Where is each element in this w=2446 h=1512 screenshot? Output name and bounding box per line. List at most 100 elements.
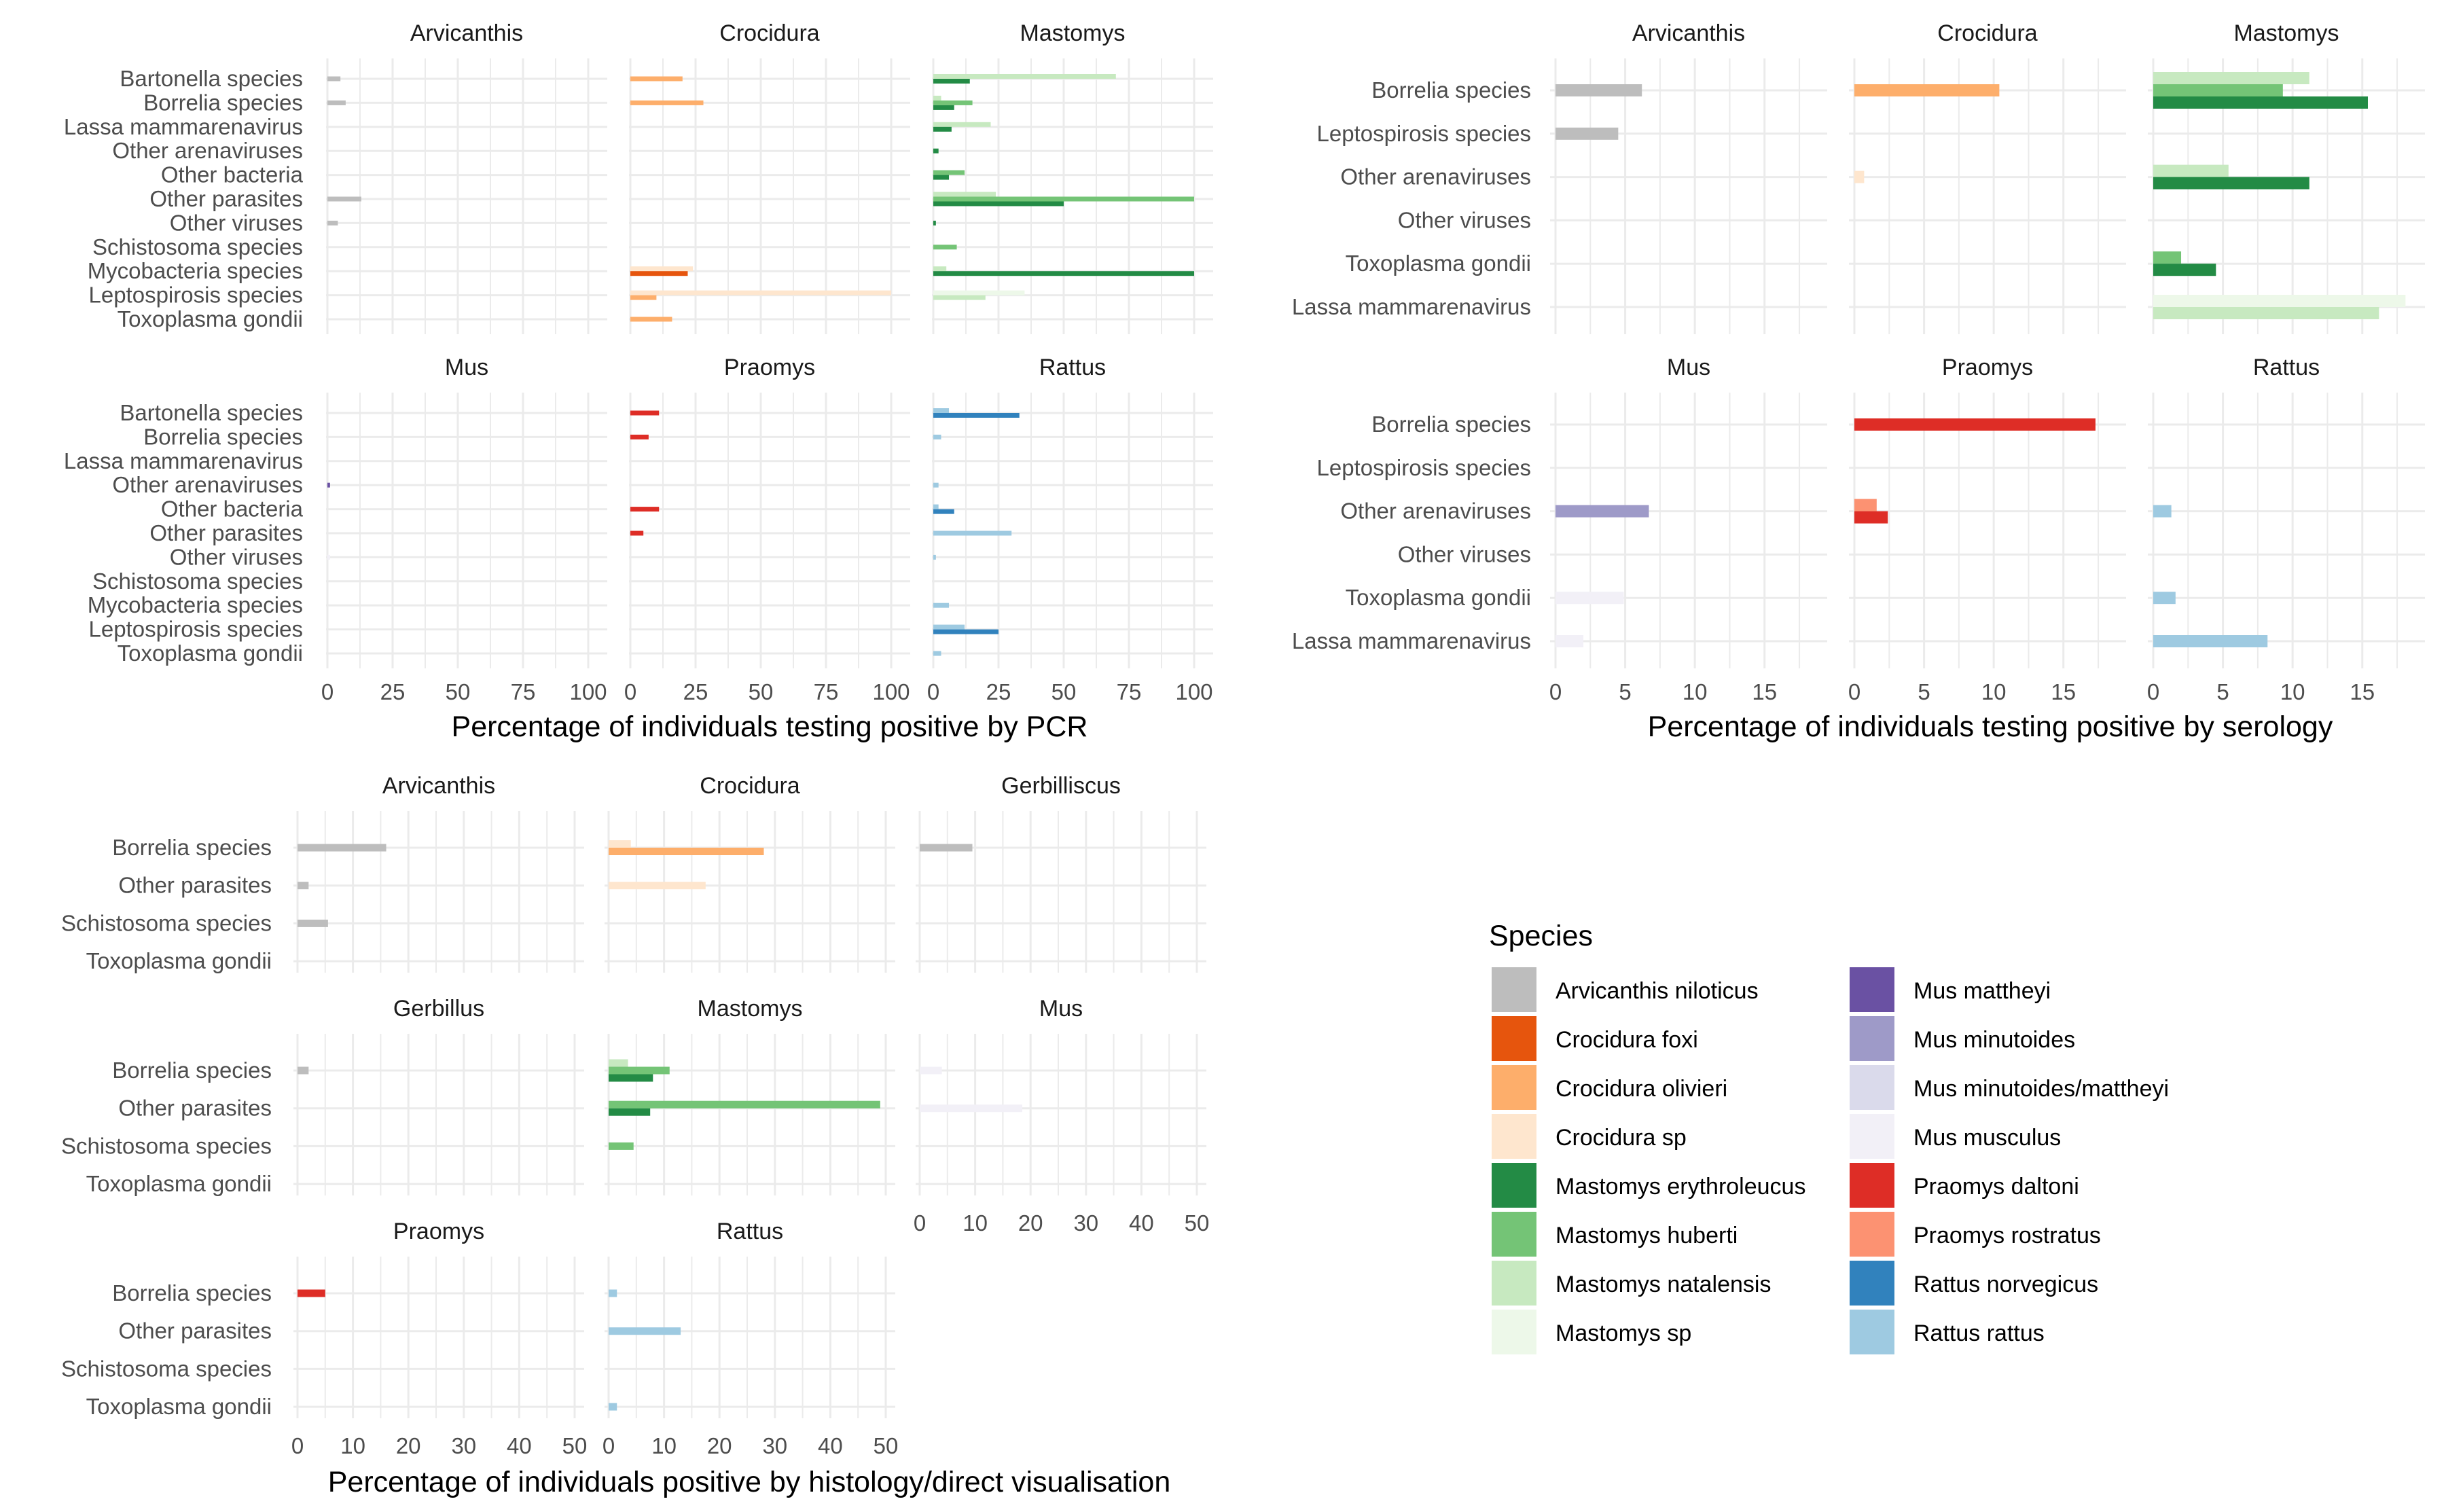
x-tick-label: 15 — [1752, 679, 1777, 704]
y-tick-label: Leptospirosis species — [89, 617, 304, 642]
bar — [327, 554, 330, 560]
y-tick-label: Bartonella species — [120, 66, 303, 91]
bar — [298, 1066, 309, 1075]
legend-item: Rattus norvegicus — [1850, 1261, 2098, 1306]
bar — [933, 554, 936, 560]
panel-strip-label: Gerbillus — [393, 996, 484, 1022]
bar — [609, 1142, 634, 1150]
x-tick-label: 30 — [762, 1433, 787, 1458]
bar — [298, 919, 328, 927]
y-tick-label: Leptospirosis species — [1317, 455, 1532, 480]
legend-swatch — [1492, 1261, 1536, 1306]
panel-mastomys: Mastomys — [2148, 20, 2425, 334]
y-tick-label: Other viruses — [1398, 541, 1531, 566]
y-tick-label: Other parasites — [118, 873, 272, 898]
x-tick-label: 100 — [569, 679, 607, 704]
panel-strip-label: Praomys — [724, 355, 815, 380]
bar — [2153, 264, 2216, 276]
bar — [630, 410, 660, 416]
legend-item: Mastomys natalensis — [1492, 1261, 1771, 1306]
bar — [327, 196, 361, 202]
panel-strip-label: Arvicanthis — [382, 773, 495, 799]
panel-arvicanthis: Arvicanthis Borrelia species Leptospirosis… — [1292, 20, 1827, 334]
bar — [1555, 635, 1584, 647]
x-tick-label: 25 — [683, 679, 708, 704]
bar — [630, 290, 891, 295]
bar — [327, 100, 346, 105]
legend-label: Crocidura olivieri — [1555, 1076, 1727, 1102]
x-tick-label: 0 — [602, 1433, 615, 1458]
x-tick-label: 100 — [872, 679, 910, 704]
bar — [1854, 84, 2000, 96]
x-axis-title: Percentage of individuals testing positi… — [452, 710, 1088, 743]
panel-strip-label: Crocidura — [700, 773, 799, 799]
bar — [2153, 84, 2283, 96]
bar — [933, 105, 954, 110]
y-tick-label: Other arenaviruses — [112, 472, 303, 497]
bar — [1555, 84, 1642, 96]
legend-item: Arvicanthis niloticus — [1492, 967, 1759, 1012]
bar — [933, 509, 954, 514]
y-tick-label: Other arenaviruses — [1340, 164, 1531, 190]
x-tick-label: 50 — [1185, 1210, 1210, 1236]
legend-item: Crocidura olivieri — [1492, 1065, 1727, 1110]
x-tick-label: 10 — [963, 1210, 988, 1236]
y-tick-label: Borrelia species — [143, 90, 303, 115]
chart-2: Arvicanthis Borrelia species Leptospirosis… — [1292, 20, 2425, 743]
bar — [920, 844, 973, 852]
x-tick-label: 15 — [2350, 679, 2375, 704]
y-tick-label: Borrelia species — [112, 1058, 272, 1083]
bar — [327, 482, 330, 488]
panel-crocidura: Crocidura — [605, 773, 895, 973]
x-tick-label: 0 — [2147, 679, 2159, 704]
x-tick-label: 75 — [814, 679, 839, 704]
legend-item: Rattus rattus — [1850, 1310, 2045, 1354]
bar — [609, 1059, 628, 1067]
x-axis-title: Percentage of individuals testing positi… — [1648, 710, 2333, 743]
bar — [609, 882, 706, 890]
bar — [630, 317, 672, 322]
x-tick-label: 75 — [511, 679, 536, 704]
y-tick-label: Other parasites — [118, 1096, 272, 1121]
bar — [609, 1289, 617, 1297]
panel-gerbillus: Gerbillus Borrelia species Other parasites… — [61, 996, 584, 1196]
bar — [609, 848, 764, 855]
y-tick-label: Toxoplasma gondii — [1346, 251, 1531, 276]
y-tick-label: Borrelia species — [112, 835, 272, 860]
bar — [933, 290, 1025, 295]
x-tick-label: 40 — [818, 1433, 843, 1458]
legend-item: Mus musculus — [1850, 1114, 2061, 1159]
panel-rattus: Rattus 0 5 10 15 — [2147, 355, 2425, 704]
x-tick-label: 25 — [986, 679, 1011, 704]
panel-mus: Mus 0 10 20 30 40 50 — [914, 996, 1210, 1236]
bar — [630, 100, 704, 105]
x-axis-title: Percentage of individuals positive by hi… — [328, 1466, 1171, 1498]
bar — [933, 271, 1194, 276]
y-tick-label: Schistosoma species — [61, 1356, 272, 1381]
panel-praomys: Praomys Borrelia species Other parasites Sc… — [61, 1219, 587, 1458]
legend-item: Mus minutoides — [1850, 1016, 2075, 1061]
bar — [933, 602, 950, 608]
panel-strip-label: Arvicanthis — [410, 20, 523, 46]
x-tick-label: 5 — [2216, 679, 2229, 704]
y-tick-label: Lassa mammarenavirus — [1292, 628, 1531, 653]
bar — [609, 1074, 653, 1082]
bar — [933, 530, 1012, 536]
y-tick-label: Lassa mammarenavirus — [64, 114, 303, 139]
x-tick-label: 10 — [2280, 679, 2305, 704]
bar — [933, 295, 986, 300]
y-tick-label: Other arenaviruses — [112, 138, 303, 163]
legend-item: Mus minutoides/mattheyi — [1850, 1065, 2169, 1110]
legend-label: Arvicanthis niloticus — [1555, 978, 1759, 1004]
bar — [933, 192, 996, 197]
y-tick-label: Other parasites — [149, 186, 303, 211]
y-tick-label: Mycobacteria species — [88, 592, 303, 617]
bar — [933, 220, 936, 226]
x-tick-label: 0 — [914, 1210, 926, 1236]
y-tick-label: Borrelia species — [143, 424, 303, 449]
legend-item: Praomys rostratus — [1850, 1212, 2101, 1257]
x-tick-label: 40 — [507, 1433, 532, 1458]
panel-strip-label: Gerbilliscus — [1001, 773, 1121, 799]
